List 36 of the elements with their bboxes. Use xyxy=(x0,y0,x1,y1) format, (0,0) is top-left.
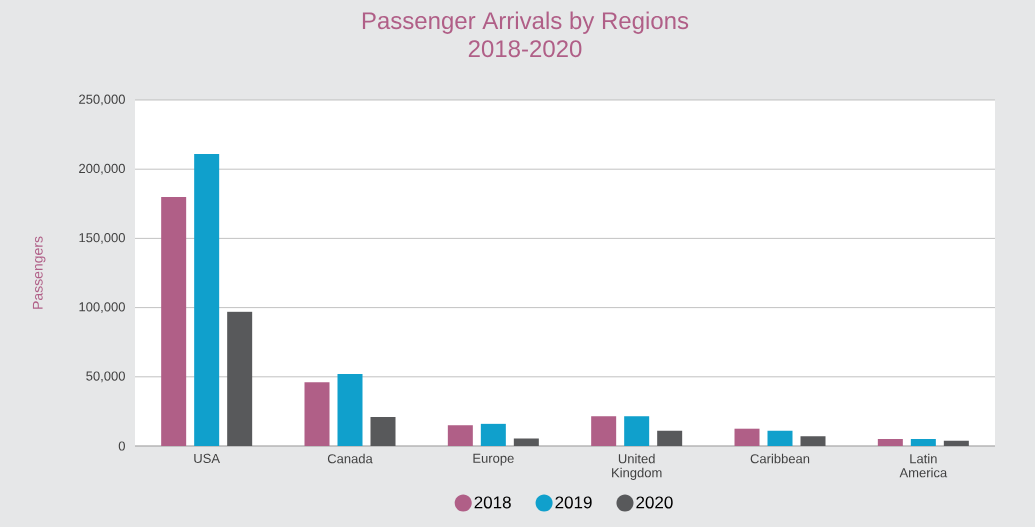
chart-subtitle: 2018-2020 xyxy=(468,40,582,58)
bar xyxy=(513,438,539,446)
chart-title: Passenger Arrivals by Regions xyxy=(362,11,689,34)
x-tick-label: USA xyxy=(194,453,220,463)
bar xyxy=(591,416,617,446)
x-tick-label: Europe xyxy=(473,453,514,466)
legend-label: 2020 xyxy=(636,496,673,509)
bar xyxy=(227,311,253,446)
y-tick-label: 100,000 xyxy=(79,302,125,313)
y-tick-label: 250,000 xyxy=(79,94,125,106)
bar xyxy=(910,439,936,446)
x-tick-label: Caribbean xyxy=(750,453,810,464)
x-tick-label: Canada xyxy=(327,453,373,464)
x-tick-label: United Kingdom xyxy=(612,453,662,480)
y-tick-label: 150,000 xyxy=(79,233,125,244)
bar xyxy=(337,374,363,446)
legend-label: 2018 xyxy=(474,496,511,509)
bar xyxy=(734,428,760,446)
y-axis-title: Passengers xyxy=(32,236,46,309)
bar xyxy=(877,439,903,446)
bar xyxy=(304,382,330,446)
x-tick-label: Latin America xyxy=(899,453,948,478)
legend-label: 2019 xyxy=(555,496,592,509)
bar xyxy=(194,153,220,446)
bar xyxy=(161,196,187,446)
bar xyxy=(767,430,793,446)
bar xyxy=(624,416,650,446)
y-tick-label: 200,000 xyxy=(79,163,125,175)
y-tick-label: 50,000 xyxy=(86,371,125,383)
y-tick-label: 0 xyxy=(118,441,125,451)
bar xyxy=(447,425,473,446)
bar xyxy=(657,430,683,446)
bar xyxy=(480,423,506,446)
bar xyxy=(943,440,969,446)
bar xyxy=(370,416,396,446)
bar xyxy=(800,436,826,446)
